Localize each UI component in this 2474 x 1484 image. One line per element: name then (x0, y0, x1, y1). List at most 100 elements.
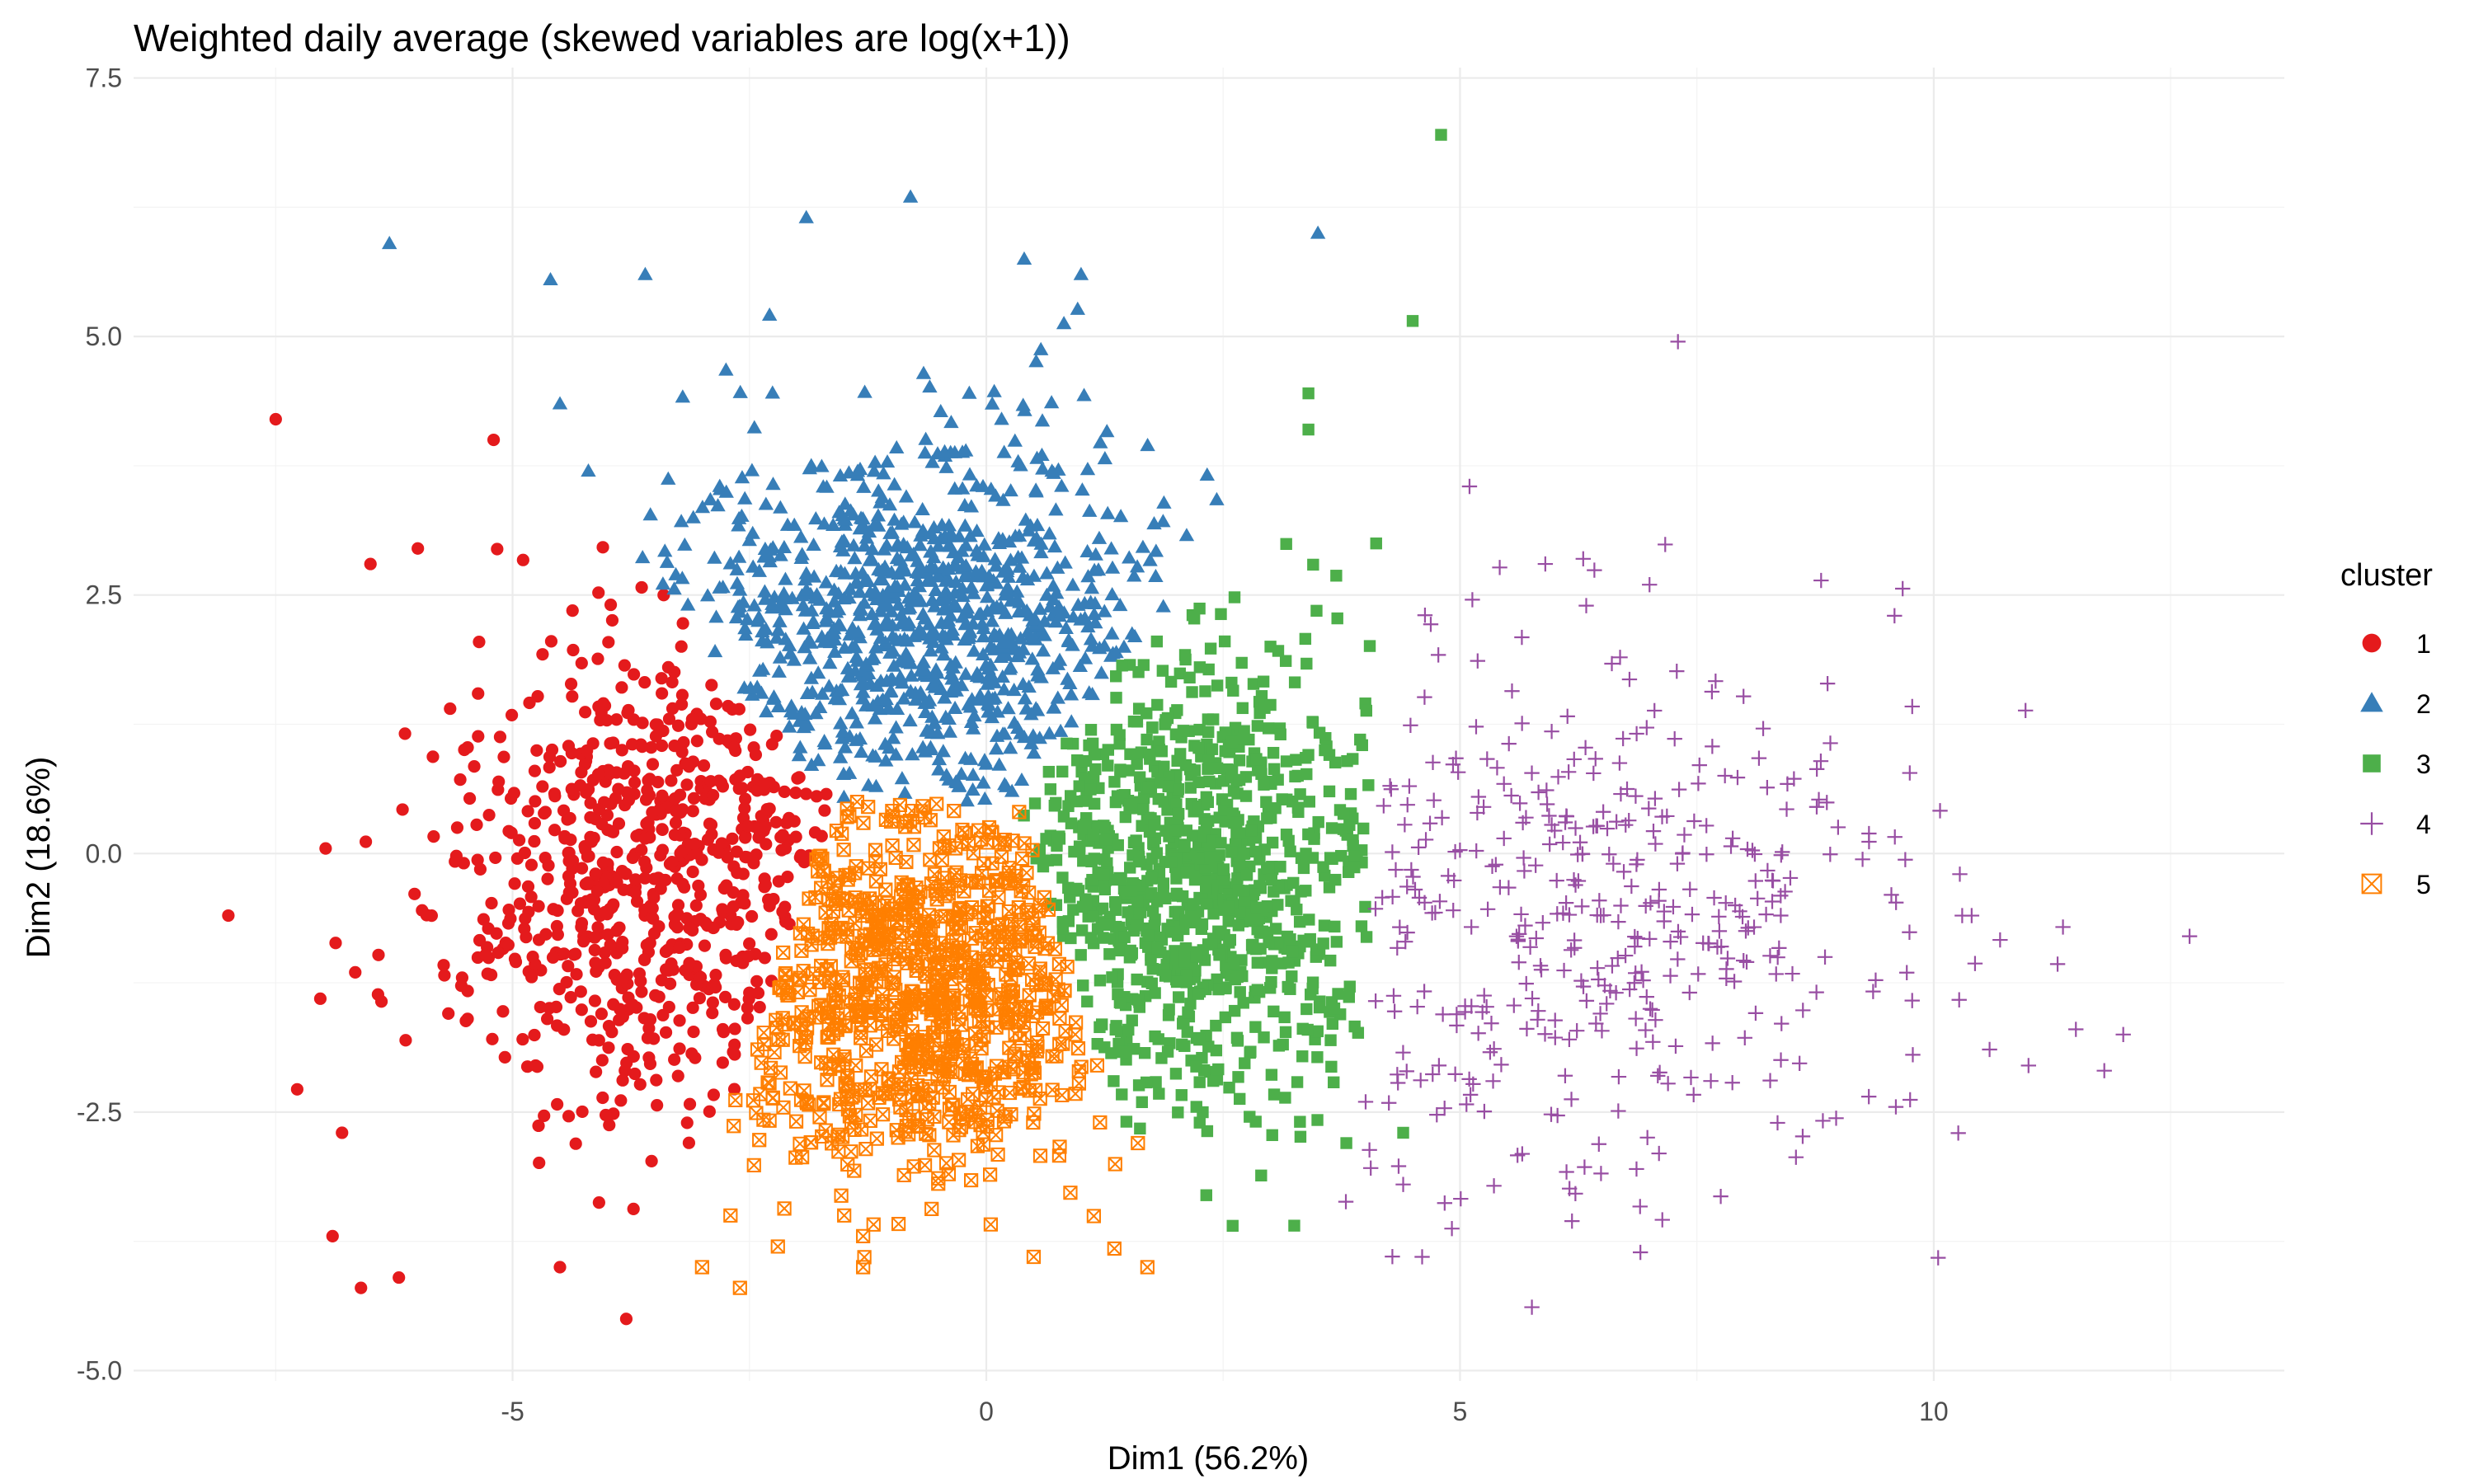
data-point (1004, 627, 1019, 641)
data-point (1450, 764, 1466, 780)
data-point (576, 1105, 589, 1119)
data-point (1213, 948, 1226, 961)
data-point (529, 795, 542, 808)
data-point (1178, 1015, 1190, 1028)
data-point (1039, 587, 1055, 601)
data-point (1141, 733, 1153, 746)
data-point (890, 1017, 905, 1032)
data-point (1564, 1092, 1579, 1107)
data-point (727, 740, 741, 754)
data-point (1817, 949, 1833, 965)
data-point (1178, 946, 1191, 960)
data-point (1151, 942, 1164, 955)
data-point (1395, 1176, 1411, 1192)
data-point (673, 1014, 686, 1027)
legend-item: 4 (2360, 810, 2431, 839)
data-point (1626, 975, 1643, 991)
data-point (1465, 592, 1480, 608)
data-point (765, 738, 778, 751)
data-point (757, 1036, 772, 1052)
y-tick-label: 7.5 (86, 63, 122, 93)
data-point (805, 928, 821, 943)
y-tick-label: -2.5 (77, 1097, 122, 1127)
data-point (1492, 880, 1508, 895)
data-point (870, 508, 887, 522)
data-point (1056, 923, 1069, 935)
data-point (741, 950, 755, 963)
data-point (752, 1133, 767, 1148)
data-point (759, 703, 774, 718)
data-point (988, 875, 1004, 890)
data-point (840, 1092, 854, 1106)
data-point (978, 1071, 993, 1086)
data-point (680, 597, 696, 611)
data-point (656, 1008, 670, 1021)
data-point (844, 639, 860, 653)
data-point (821, 1029, 835, 1045)
data-point (936, 647, 952, 661)
data-point (737, 621, 753, 635)
data-point (913, 684, 929, 699)
data-point (1096, 902, 1109, 915)
data-point (981, 704, 996, 718)
data-point (1131, 1135, 1145, 1151)
data-point (642, 774, 655, 787)
data-point (508, 877, 521, 890)
data-point (1691, 776, 1706, 791)
data-point (1621, 812, 1637, 829)
data-point (454, 773, 467, 787)
data-point (610, 924, 623, 937)
data-point (966, 585, 981, 599)
data-point (615, 681, 628, 694)
data-point (803, 757, 820, 772)
data-point (1155, 599, 1171, 613)
data-point (964, 692, 980, 706)
data-point (1736, 688, 1752, 704)
data-point (1484, 858, 1500, 874)
data-point (1348, 861, 1361, 874)
data-point (988, 741, 1004, 755)
data-point (991, 627, 1008, 641)
data-point (1115, 873, 1127, 885)
data-point (1503, 787, 1519, 804)
data-point (319, 842, 332, 855)
data-point (746, 1158, 761, 1172)
data-point (877, 899, 891, 913)
data-point (1055, 1087, 1070, 1103)
data-point (1663, 968, 1678, 984)
data-point (1887, 829, 1903, 845)
y-tick-label: -5.0 (77, 1355, 122, 1385)
data-point (1004, 783, 1020, 797)
data-point (1025, 843, 1040, 857)
data-point (645, 741, 658, 754)
data-point (1385, 988, 1402, 1003)
data-point (1013, 934, 1028, 949)
data-point (680, 778, 694, 791)
data-point (1512, 796, 1528, 811)
data-point (1113, 729, 1126, 741)
data-point (1493, 1057, 1509, 1073)
data-point (836, 789, 852, 803)
data-point (743, 986, 756, 999)
data-point (1410, 839, 1427, 856)
data-point (729, 575, 745, 589)
data-point (1206, 743, 1219, 755)
data-point (1362, 1160, 1379, 1176)
data-point (528, 764, 542, 777)
data-point (1021, 523, 1037, 537)
data-point (852, 461, 868, 476)
data-point (1239, 895, 1251, 907)
data-point (1080, 896, 1093, 909)
data-point (929, 796, 944, 811)
legend-label: 4 (2416, 810, 2431, 839)
legend-key (2362, 633, 2382, 653)
data-point (990, 1147, 1005, 1162)
data-point (1260, 796, 1272, 808)
data-point (1037, 977, 1052, 992)
data-point (759, 820, 772, 834)
data-point (1235, 656, 1248, 669)
data-point (1524, 765, 1540, 781)
series-3 (1018, 129, 1447, 1233)
data-point (874, 563, 890, 577)
data-point (1193, 1076, 1206, 1088)
